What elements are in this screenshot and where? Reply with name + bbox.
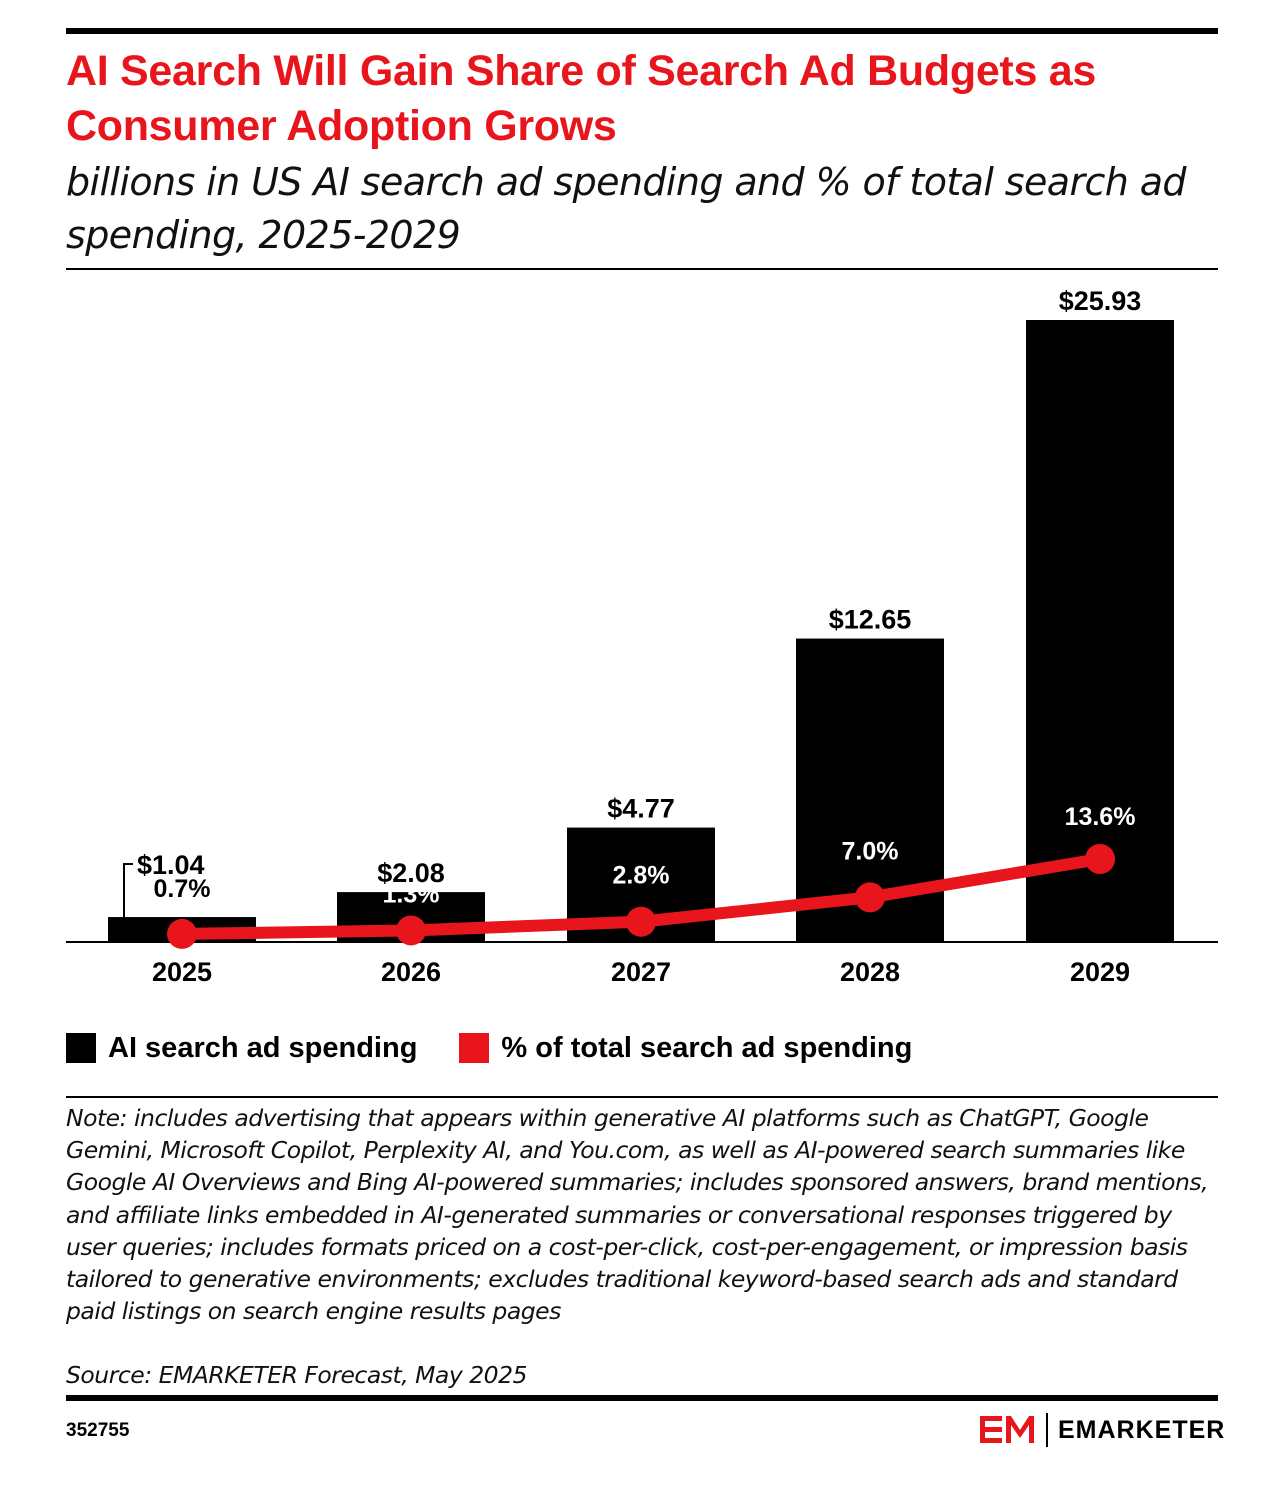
- line-value-label-2028: 7.0%: [842, 837, 899, 865]
- note-rule: [66, 1096, 1218, 1098]
- line-point-2029: [1085, 844, 1115, 874]
- chart-title: AI Search Will Gain Share of Search Ad B…: [66, 47, 1096, 150]
- brand-name: EMARKETER: [1058, 1415, 1226, 1444]
- bars-layer: [108, 320, 1174, 942]
- legend: AI search ad spending % of total search …: [66, 1028, 954, 1068]
- brand: EMARKETER: [980, 1410, 1225, 1450]
- legend-item-line: % of total search ad spending: [459, 1032, 912, 1065]
- line-value-label-2026: 1.3%: [383, 880, 440, 908]
- chart-area: $1.04 $2.08 $4.77 $12.65 $25.93 0.7% 1.3% 2.8% 7…: [66, 286, 1218, 987]
- em-logo-icon: [980, 1416, 1034, 1443]
- line-point-2027: [626, 906, 656, 937]
- line-value-label-2029: 13.6%: [1065, 803, 1136, 831]
- line-point-2026: [396, 915, 426, 946]
- bar-value-label-2029: $25.93: [1059, 286, 1142, 316]
- legend-label-line: % of total search ad spending: [501, 1031, 913, 1064]
- line-point-2025: [167, 918, 197, 949]
- bar-label-leader-2025: [123, 863, 133, 918]
- legend-swatch-bar: [66, 1033, 96, 1063]
- footnote: Note: includes advertising that appears …: [66, 1104, 1209, 1326]
- legend-swatch-line: [459, 1033, 490, 1063]
- x-tick-2027: 2027: [611, 957, 671, 987]
- subtitle-rule: [66, 268, 1218, 270]
- x-tick-2025: 2025: [152, 957, 212, 987]
- legend-label-bar: AI search ad spending: [108, 1031, 418, 1064]
- x-tick-2028: 2028: [840, 957, 900, 987]
- bar-value-label-2027: $4.77: [607, 794, 675, 824]
- chart-id: 352755: [66, 1420, 130, 1441]
- line-point-2028: [855, 882, 885, 913]
- chart-subtitle: billions in US AI search ad spending and…: [66, 160, 1187, 257]
- bottom-rule: [66, 1395, 1218, 1401]
- bar-value-label-2026: $2.08: [377, 858, 445, 888]
- x-tick-labels: 2025 2026 2027 2028 2029: [152, 957, 1130, 987]
- source-line: Source: EMARKETER Forecast, May 2025: [66, 1361, 528, 1389]
- x-tick-2026: 2026: [381, 957, 441, 987]
- labels-layer: $1.04 $2.08 $4.77 $12.65 $25.93 0.7% 1.3% 2.8% 7…: [123, 286, 1142, 918]
- bar-value-label-2025: $1.04: [137, 850, 205, 880]
- bar-value-label-2028: $12.65: [829, 605, 912, 635]
- line-layer: [167, 844, 1115, 949]
- legend-item-bar: AI search ad spending: [66, 1032, 417, 1065]
- x-tick-2029: 2029: [1070, 957, 1130, 987]
- line-value-label-2027: 2.8%: [613, 862, 670, 890]
- bar-2029: [1026, 320, 1174, 942]
- brand-separator: [1046, 1413, 1048, 1447]
- top-rule: [66, 28, 1218, 34]
- line-value-label-2025: 0.7%: [154, 875, 211, 903]
